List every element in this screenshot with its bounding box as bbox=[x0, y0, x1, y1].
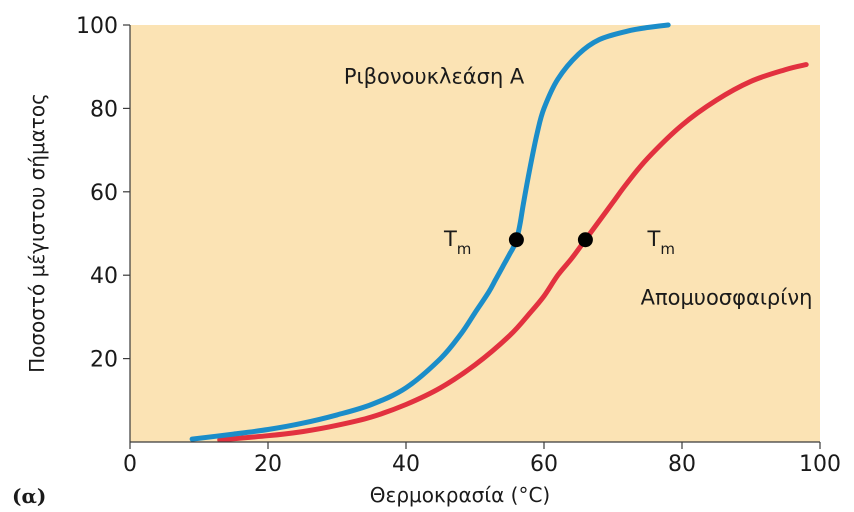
y-tick-labels: 20 40 60 80 100 bbox=[76, 14, 130, 373]
marker-layer bbox=[508, 232, 593, 248]
y-axis-label: Ποσοστό μέγιστου σήματος bbox=[25, 93, 49, 373]
x-tick-label: 40 bbox=[392, 452, 420, 477]
x-tick-labels: 0 20 40 60 80 100 bbox=[123, 442, 841, 477]
x-tick-label: 100 bbox=[799, 452, 841, 477]
x-tick-label: 60 bbox=[530, 452, 558, 477]
panel-label: (α) bbox=[12, 484, 46, 508]
tm-marker bbox=[508, 232, 524, 248]
annotation-layer: Ριβονουκλεάση Α Απομυοσφαιρίνη Tm Tm bbox=[344, 64, 813, 309]
series-layer bbox=[129, 22, 820, 443]
x-axis-label: Θερμοκρασία (°C) bbox=[370, 483, 550, 507]
series-line-apomyoglobin bbox=[217, 62, 809, 443]
y-tick-label: 60 bbox=[90, 181, 118, 206]
series-label: Ριβονουκλεάση Α bbox=[344, 64, 525, 88]
y-tick-label: 20 bbox=[90, 348, 118, 373]
x-tick-label: 20 bbox=[254, 452, 282, 477]
series-label: Απομυοσφαιρίνη bbox=[641, 285, 813, 309]
tm-label: Tm bbox=[443, 227, 471, 258]
tm-label: Tm bbox=[647, 227, 675, 258]
y-tick-label: 100 bbox=[76, 14, 118, 39]
series-line-ribonuclease bbox=[189, 22, 671, 442]
tm-marker bbox=[577, 232, 593, 248]
y-tick-label: 80 bbox=[90, 97, 118, 122]
x-tick-label: 80 bbox=[668, 452, 696, 477]
y-tick-label: 40 bbox=[90, 264, 118, 289]
plot-background bbox=[130, 25, 820, 442]
x-tick-label: 0 bbox=[123, 452, 137, 477]
